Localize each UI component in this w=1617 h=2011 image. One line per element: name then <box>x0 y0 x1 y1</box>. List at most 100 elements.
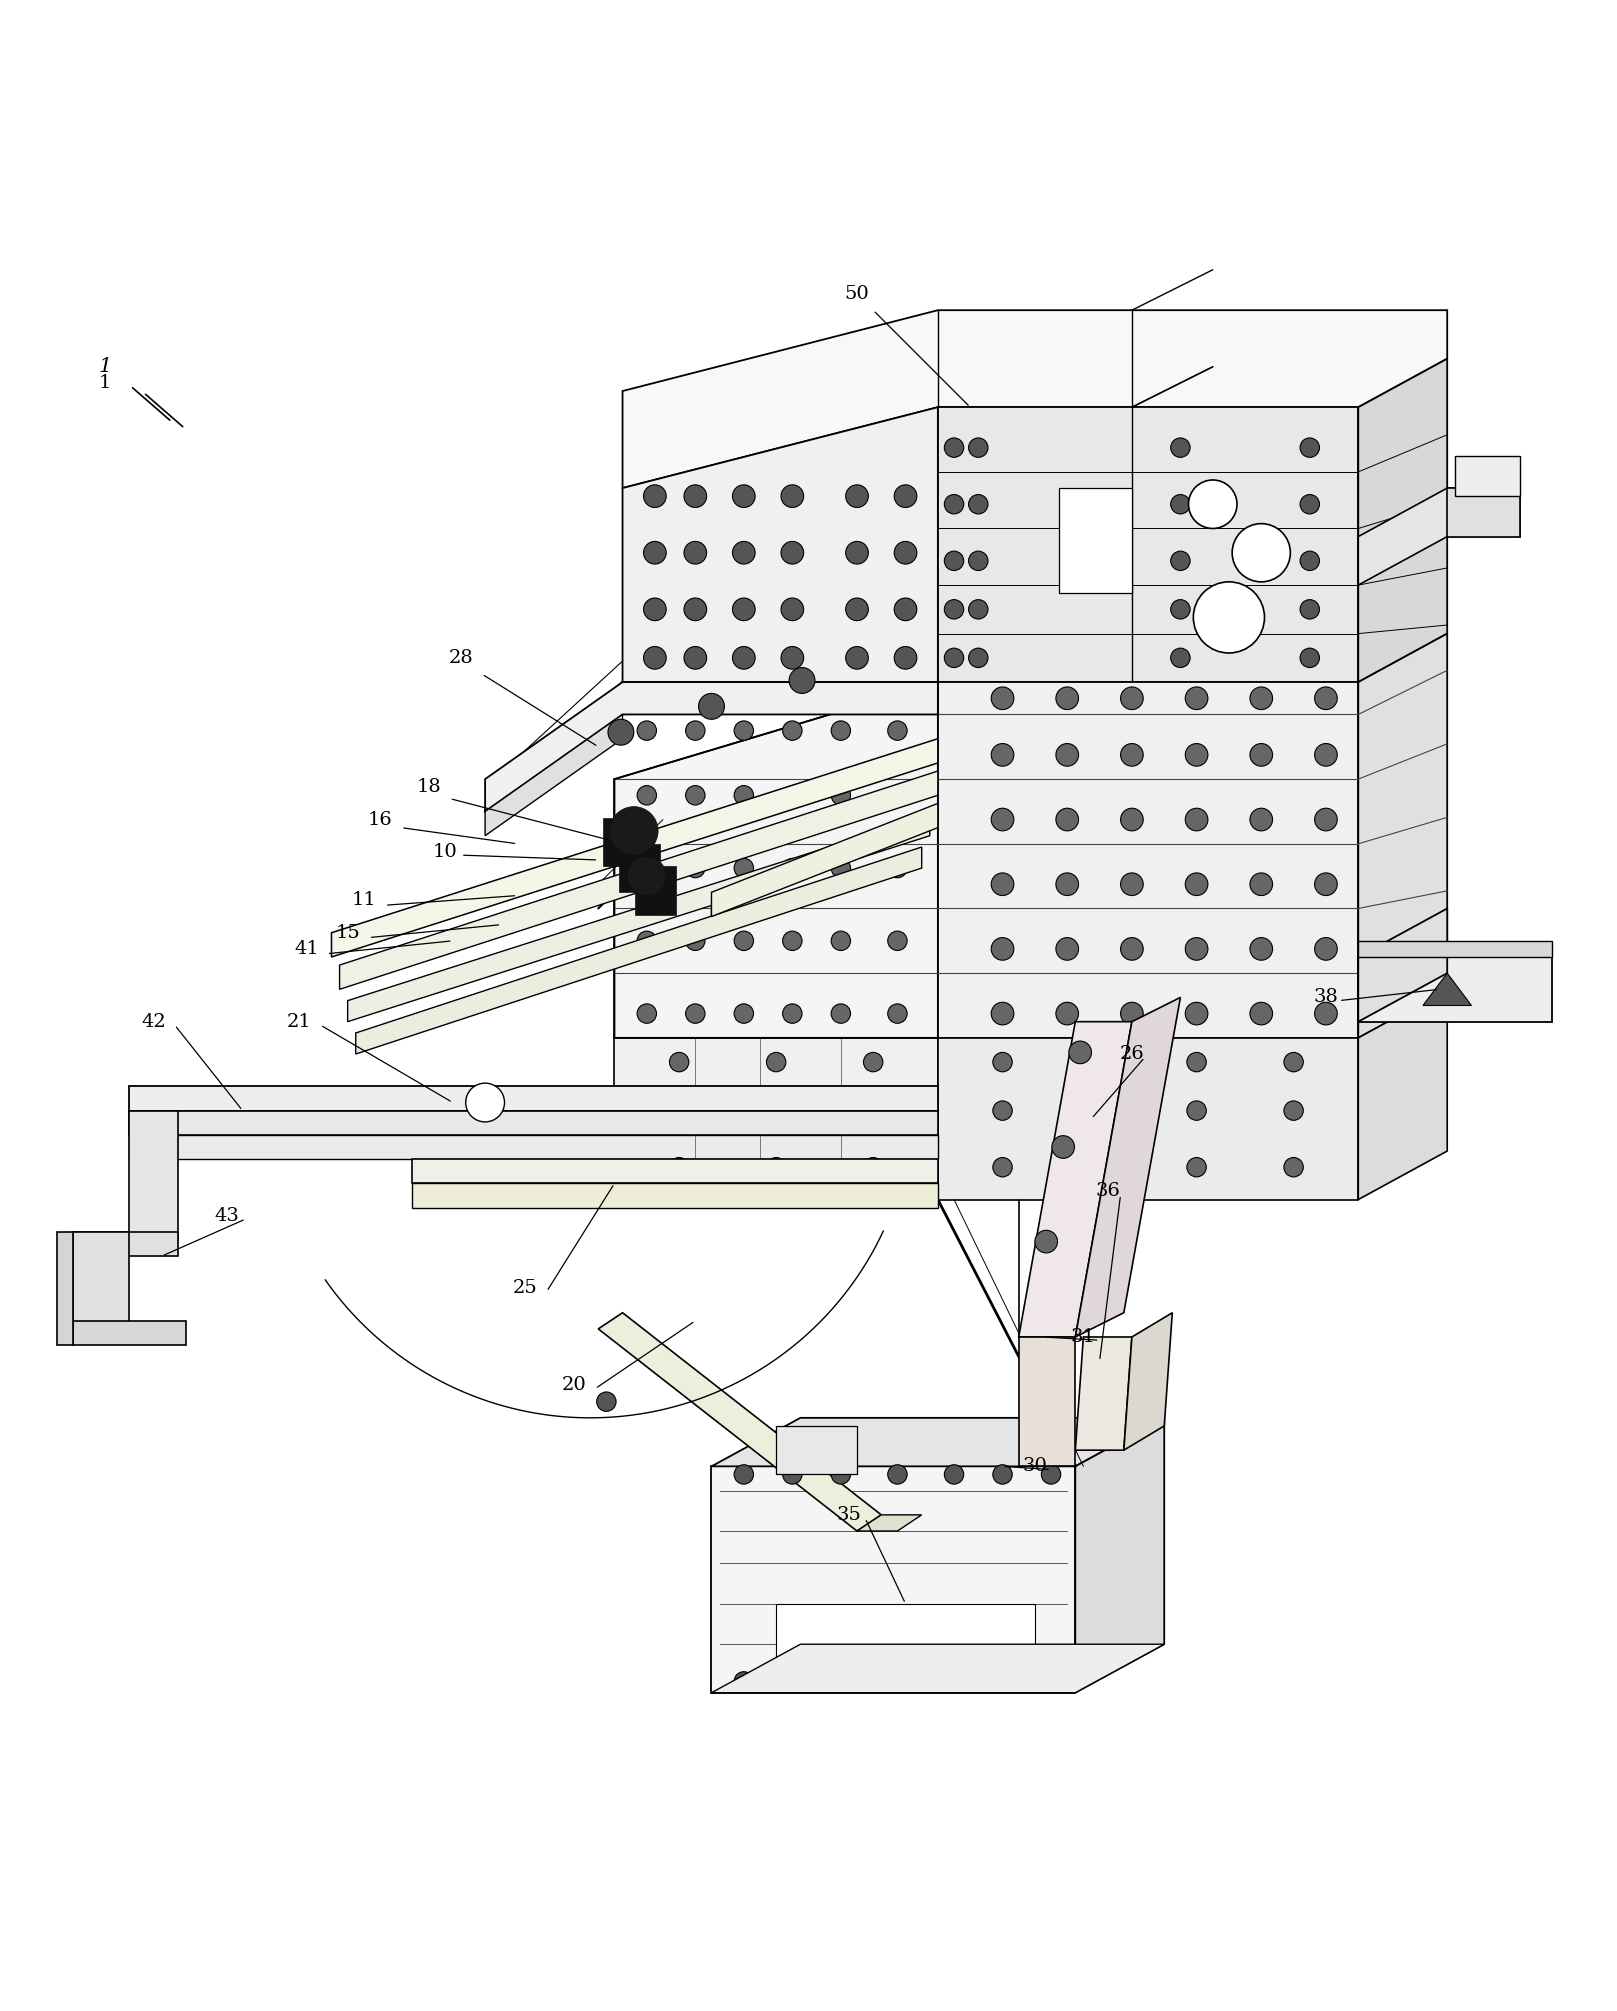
Circle shape <box>1193 581 1264 654</box>
Circle shape <box>1121 808 1143 831</box>
Polygon shape <box>1423 973 1471 1006</box>
Polygon shape <box>1455 456 1520 497</box>
Circle shape <box>686 720 705 740</box>
Polygon shape <box>73 1233 178 1257</box>
Polygon shape <box>614 1038 938 1199</box>
Circle shape <box>894 541 917 563</box>
Circle shape <box>991 744 1014 766</box>
Polygon shape <box>412 1182 938 1209</box>
Circle shape <box>686 931 705 951</box>
Circle shape <box>766 1092 786 1112</box>
Polygon shape <box>348 814 930 1022</box>
Circle shape <box>1250 937 1273 959</box>
Circle shape <box>1188 481 1237 529</box>
Circle shape <box>783 1464 802 1484</box>
Circle shape <box>669 1158 689 1176</box>
Polygon shape <box>1019 1337 1075 1466</box>
Circle shape <box>944 438 964 456</box>
Circle shape <box>944 495 964 515</box>
Circle shape <box>766 1052 786 1072</box>
Circle shape <box>610 806 658 855</box>
Text: 20: 20 <box>561 1376 587 1394</box>
Circle shape <box>863 1158 883 1176</box>
Text: 25: 25 <box>513 1279 538 1297</box>
Circle shape <box>969 495 988 515</box>
Polygon shape <box>129 1110 178 1241</box>
Circle shape <box>1041 1671 1061 1691</box>
Circle shape <box>627 857 666 895</box>
Polygon shape <box>623 310 1447 489</box>
Text: 50: 50 <box>844 286 870 304</box>
Circle shape <box>991 1001 1014 1026</box>
Polygon shape <box>857 1514 922 1530</box>
Circle shape <box>1090 1100 1109 1120</box>
Polygon shape <box>938 682 1358 1038</box>
Polygon shape <box>711 1466 1075 1693</box>
Polygon shape <box>73 1233 129 1329</box>
Circle shape <box>1056 744 1079 766</box>
Circle shape <box>1171 438 1190 456</box>
Circle shape <box>846 541 868 563</box>
Circle shape <box>969 551 988 571</box>
Circle shape <box>993 1671 1012 1691</box>
Text: 1: 1 <box>99 358 112 376</box>
Circle shape <box>734 1671 754 1691</box>
Text: 35: 35 <box>836 1506 862 1524</box>
Polygon shape <box>1124 1313 1172 1450</box>
Circle shape <box>1300 438 1319 456</box>
Circle shape <box>993 1052 1012 1072</box>
Circle shape <box>991 873 1014 895</box>
Circle shape <box>1090 1052 1109 1072</box>
Circle shape <box>783 1003 802 1024</box>
Circle shape <box>888 786 907 804</box>
Circle shape <box>991 937 1014 959</box>
Circle shape <box>1121 1001 1143 1026</box>
Circle shape <box>1284 1052 1303 1072</box>
Polygon shape <box>57 1233 73 1345</box>
Circle shape <box>783 786 802 804</box>
Text: 41: 41 <box>294 939 320 957</box>
Circle shape <box>894 485 917 507</box>
Circle shape <box>1284 1100 1303 1120</box>
Circle shape <box>686 1003 705 1024</box>
Polygon shape <box>635 867 676 915</box>
Circle shape <box>644 485 666 507</box>
Circle shape <box>637 720 657 740</box>
Text: 26: 26 <box>1119 1046 1145 1064</box>
Circle shape <box>831 1464 851 1484</box>
Circle shape <box>1185 873 1208 895</box>
Circle shape <box>684 485 707 507</box>
Circle shape <box>831 1003 851 1024</box>
Polygon shape <box>614 682 938 1038</box>
Circle shape <box>783 720 802 740</box>
Circle shape <box>894 646 917 670</box>
Circle shape <box>1300 495 1319 515</box>
Circle shape <box>1041 1464 1061 1484</box>
Circle shape <box>863 1052 883 1072</box>
Circle shape <box>789 668 815 694</box>
Circle shape <box>686 786 705 804</box>
Circle shape <box>781 541 804 563</box>
Text: 1: 1 <box>99 374 112 392</box>
Circle shape <box>781 485 804 507</box>
Circle shape <box>888 1464 907 1484</box>
Text: 36: 36 <box>1095 1182 1121 1201</box>
Circle shape <box>733 646 755 670</box>
Circle shape <box>733 485 755 507</box>
Circle shape <box>1090 1158 1109 1176</box>
Polygon shape <box>73 1321 186 1345</box>
Circle shape <box>1185 937 1208 959</box>
Circle shape <box>944 648 964 668</box>
Polygon shape <box>1059 489 1132 593</box>
Circle shape <box>1187 1100 1206 1120</box>
Circle shape <box>733 597 755 621</box>
Circle shape <box>1056 808 1079 831</box>
Circle shape <box>846 597 868 621</box>
Circle shape <box>1232 523 1290 581</box>
Polygon shape <box>340 770 938 989</box>
Circle shape <box>637 859 657 877</box>
Circle shape <box>1187 1052 1206 1072</box>
Polygon shape <box>938 406 1358 682</box>
Circle shape <box>846 646 868 670</box>
Circle shape <box>1250 744 1273 766</box>
